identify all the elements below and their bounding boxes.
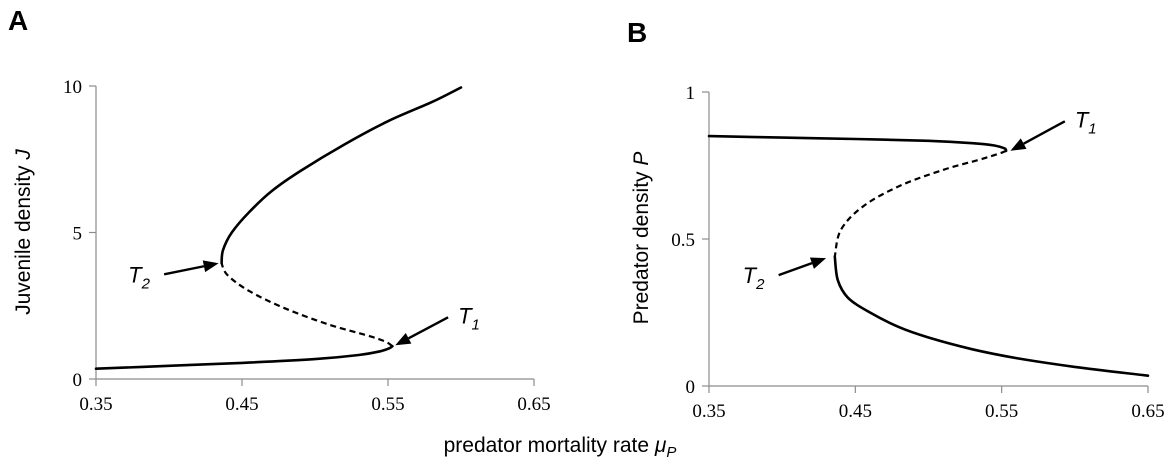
panel-b-arrow-T1 — [1023, 120, 1066, 145]
panel-b-letter: B — [627, 17, 647, 48]
panel-a-y-tick-label: 10 — [63, 77, 82, 98]
panel-b-y-tick-label: 1 — [686, 83, 696, 104]
panel-b-stable-branch — [833, 255, 1150, 377]
panel-b-unstable-branch — [833, 149, 1007, 257]
panel-b: B Predator density P 0.35 0.45 0.55 0.6500.… — [627, 17, 1165, 422]
panel-a-stable-branch — [94, 344, 394, 370]
panel-a-arrow-T1 — [407, 316, 449, 340]
panel-a-x-tick-label: 0.45 — [225, 394, 258, 415]
panel-a-arrow-T2 — [163, 265, 205, 276]
panel-a-y-tick-label: 0 — [73, 370, 83, 391]
panel-b-y-tick-label: 0 — [686, 377, 696, 398]
panel-a-x-tick-label: 0.55 — [371, 394, 404, 415]
panel-a-ylabel: Juvenile density J — [12, 149, 35, 315]
panel-b-plot: 0.35 0.45 0.55 0.65 0 0.5 1 T1 T2 — [671, 83, 1164, 422]
panel-a: A Juvenile density J 0.35 0.45 0.55 0.65 0 5 1… — [8, 5, 551, 415]
panel-a-unstable-branch — [220, 262, 394, 348]
panel-b-y-tick-label: 0.5 — [671, 230, 695, 251]
panel-b-ylabel: Predator density P — [630, 152, 653, 325]
panel-b-x-tick-label: 0.45 — [839, 401, 872, 422]
panel-a-label-T2: T2 — [128, 262, 150, 292]
panel-a-arrowhead-T1 — [395, 332, 412, 346]
panel-b-arrow-T2 — [778, 262, 813, 277]
shared-xlabel: predator mortality rate μP — [444, 434, 677, 461]
panel-b-label-T2: T2 — [743, 263, 765, 293]
panel-a-arrowhead-T2 — [202, 260, 219, 273]
panel-a-letter: A — [8, 5, 28, 36]
panel-a-label-T1: T1 — [458, 303, 480, 333]
panel-b-label-T1: T1 — [1075, 107, 1097, 137]
panel-b-x-tick-label: 0.65 — [1131, 401, 1164, 422]
panel-b-x-tick-label: 0.55 — [985, 401, 1018, 422]
panel-b-arrowhead-T1 — [1010, 138, 1027, 151]
panel-a-x-tick-label: 0.65 — [517, 394, 550, 415]
panel-b-stable-branch — [707, 134, 1008, 153]
panel-a-y-tick-label: 5 — [73, 224, 83, 245]
panel-a-plot: 0.35 0.45 0.55 0.65 0 5 10 T1 T2 — [63, 77, 551, 415]
panel-b-x-tick-label: 0.35 — [692, 401, 725, 422]
panel-b-arrowhead-T2 — [809, 257, 827, 269]
panel-a-stable-branch — [220, 86, 463, 265]
panel-a-x-tick-label: 0.35 — [79, 394, 112, 415]
